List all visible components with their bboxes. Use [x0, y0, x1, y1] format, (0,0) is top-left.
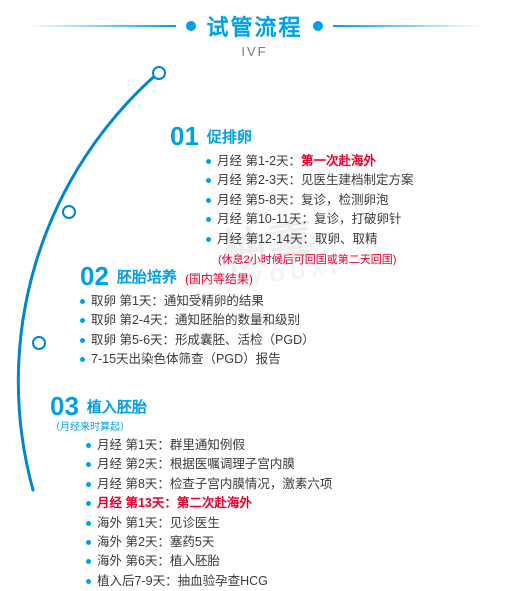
list-item: 取卵 第5-6天：形成囊胚、活检（PGD） — [80, 331, 490, 350]
section-label: 植入胚胎 — [87, 396, 147, 419]
page-title: 试管流程 — [206, 10, 302, 42]
header-line-right — [333, 25, 483, 27]
list-item-text: 月经 第1天：群里通知例假 — [97, 436, 245, 455]
flow-section-2: 02 胚胎培养 (国内等结果) 取卵 第1天：通知受精卵的结果取卵 第2-4天：通知胚… — [80, 263, 490, 370]
section-head: 02 胚胎培养 (国内等结果) — [80, 263, 490, 289]
bullet-icon — [86, 559, 91, 564]
section-sublabel: （月经来时算起） — [50, 418, 490, 433]
list-item-text: 月经 第8天：检查子宫内膜情况，激素六项 — [97, 475, 332, 494]
list-item: 海外 第6天：植入胚胎 — [86, 552, 490, 571]
bullet-icon — [86, 579, 91, 584]
list-item-text: 月经 第1-2天：第一次赴海外 — [217, 152, 376, 171]
section-items: 月经 第1-2天：第一次赴海外月经 第2-3天：见医生建档制定方案月经 第5-8… — [206, 152, 500, 249]
section-items: 月经 第1天：群里通知例假月经 第2天：根据医嘱调理子宫内膜月经 第8天：检查子… — [86, 436, 490, 591]
bullet-icon — [206, 178, 211, 183]
list-item: 海外 第2天：塞药5天 — [86, 533, 490, 552]
header-dot-left — [186, 21, 196, 31]
flow-node-3 — [32, 336, 46, 350]
section-label: 促排卵 — [207, 126, 252, 149]
header-dot-right — [313, 21, 323, 31]
bullet-icon — [206, 237, 211, 242]
bullet-icon — [86, 501, 91, 506]
list-item: 植入后7-9天：抽血验孕查HCG — [86, 572, 490, 591]
list-item-text: 月经 第13天：第二次赴海外 — [97, 494, 252, 513]
list-item: 月经 第2天：根据医嘱调理子宫内膜 — [86, 455, 490, 474]
bullet-icon — [80, 299, 85, 304]
list-item: 月经 第1-2天：第一次赴海外 — [206, 152, 500, 171]
section-note: (国内等结果) — [185, 270, 253, 289]
bullet-icon — [206, 159, 211, 164]
list-item-text: 取卵 第2-4天：通知胚胎的数量和级别 — [91, 311, 300, 330]
flow-section-1: 01 促排卵月经 第1-2天：第一次赴海外月经 第2-3天：见医生建档制定方案月经… — [170, 123, 500, 267]
list-item: 取卵 第2-4天：通知胚胎的数量和级别 — [80, 311, 490, 330]
list-item-text: 海外 第1天：见诊医生 — [97, 514, 220, 533]
flow-section-3: 03 植入胚胎（月经来时算起） 月经 第1天：群里通知例假月经 第2天：根据医嘱调理… — [50, 393, 490, 591]
list-item: 月经 第1天：群里通知例假 — [86, 436, 490, 455]
list-item-text: 取卵 第5-6天：形成囊胚、活检（PGD） — [91, 331, 315, 350]
flow-node-1 — [152, 66, 166, 80]
bullet-icon — [86, 462, 91, 467]
list-item-text: 海外 第2天：塞药5天 — [97, 533, 214, 552]
bullet-icon — [80, 318, 85, 323]
bullet-icon — [206, 198, 211, 203]
list-item: 月经 第2-3天：见医生建档制定方案 — [206, 171, 500, 190]
section-number: 02 — [80, 263, 109, 289]
list-item-text: 7-15天出染色体筛查（PGD）报告 — [91, 350, 281, 369]
section-items: 取卵 第1天：通知受精卵的结果取卵 第2-4天：通知胚胎的数量和级别取卵 第5-… — [80, 292, 490, 370]
list-item: 月经 第12-14天：取卵、取精 — [206, 230, 500, 249]
list-item-text: 月经 第2天：根据医嘱调理子宫内膜 — [97, 455, 295, 474]
list-item-text: 海外 第6天：植入胚胎 — [97, 552, 220, 571]
list-item: 7-15天出染色体筛查（PGD）报告 — [80, 350, 490, 369]
list-item-text: 植入后7-9天：抽血验孕查HCG — [97, 572, 268, 591]
section-number: 03 — [50, 393, 79, 419]
list-item: 月经 第10-11天：复诊，打破卵针 — [206, 210, 500, 229]
section-label: 胚胎培养 — [117, 266, 177, 289]
list-item: 月经 第8天：检查子宫内膜情况，激素六项 — [86, 475, 490, 494]
bullet-icon — [86, 482, 91, 487]
header: 试管流程 — [0, 0, 509, 44]
bullet-icon — [86, 443, 91, 448]
section-number: 01 — [170, 123, 199, 149]
list-item-text: 月经 第10-11天：复诊，打破卵针 — [217, 210, 402, 229]
list-item: 海外 第1天：见诊医生 — [86, 514, 490, 533]
header-line-left — [26, 25, 176, 27]
bullet-icon — [86, 521, 91, 526]
list-item-text: 取卵 第1天：通知受精卵的结果 — [91, 292, 264, 311]
list-item-text: 月经 第2-3天：见医生建档制定方案 — [217, 171, 414, 190]
bullet-icon — [86, 540, 91, 545]
list-item-text: 月经 第12-14天：取卵、取精 — [217, 230, 377, 249]
bullet-icon — [80, 338, 85, 343]
list-item: 取卵 第1天：通知受精卵的结果 — [80, 292, 490, 311]
bullet-icon — [80, 357, 85, 362]
bullet-icon — [206, 217, 211, 222]
list-item: 月经 第5-8天：复诊，检测卵泡 — [206, 191, 500, 210]
flow-node-2 — [62, 205, 76, 219]
section-head: 01 促排卵 — [170, 123, 500, 149]
section-head: 03 植入胚胎 — [50, 393, 490, 419]
list-item-text: 月经 第5-8天：复诊，检测卵泡 — [217, 191, 389, 210]
list-item: 月经 第13天：第二次赴海外 — [86, 494, 490, 513]
